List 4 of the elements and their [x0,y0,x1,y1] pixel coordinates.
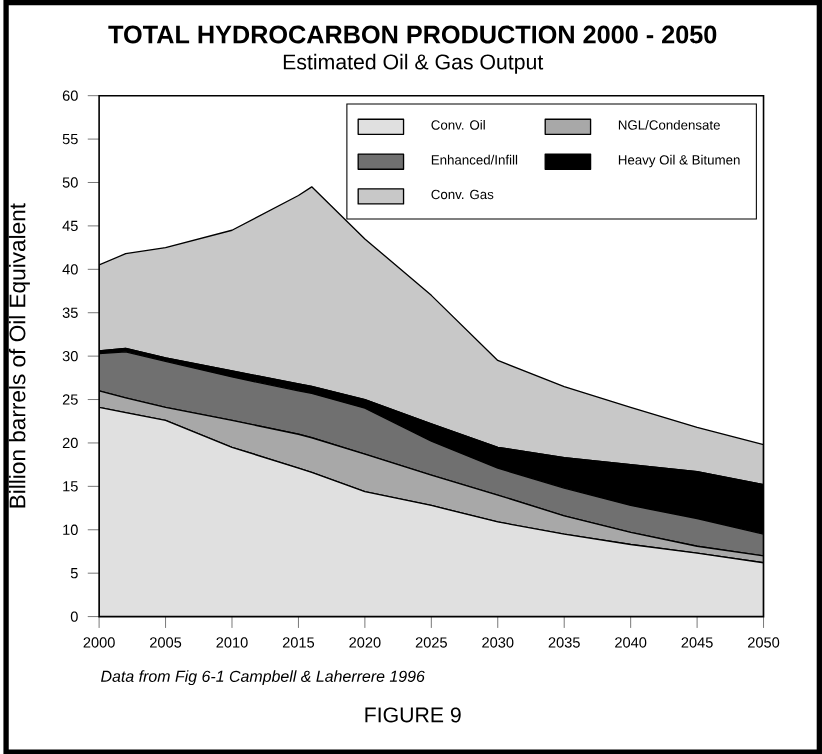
caption: FIGURE 9 [365,707,461,723]
y-axis-title: Billion barrels of Oil Equivalent [8,202,30,508]
chart-title: TOTAL HYDROCARBON PRODUCTION 2000 - 2050 [108,25,717,44]
chart-subtitle: Estimated Oil & Gas Output [283,53,544,74]
